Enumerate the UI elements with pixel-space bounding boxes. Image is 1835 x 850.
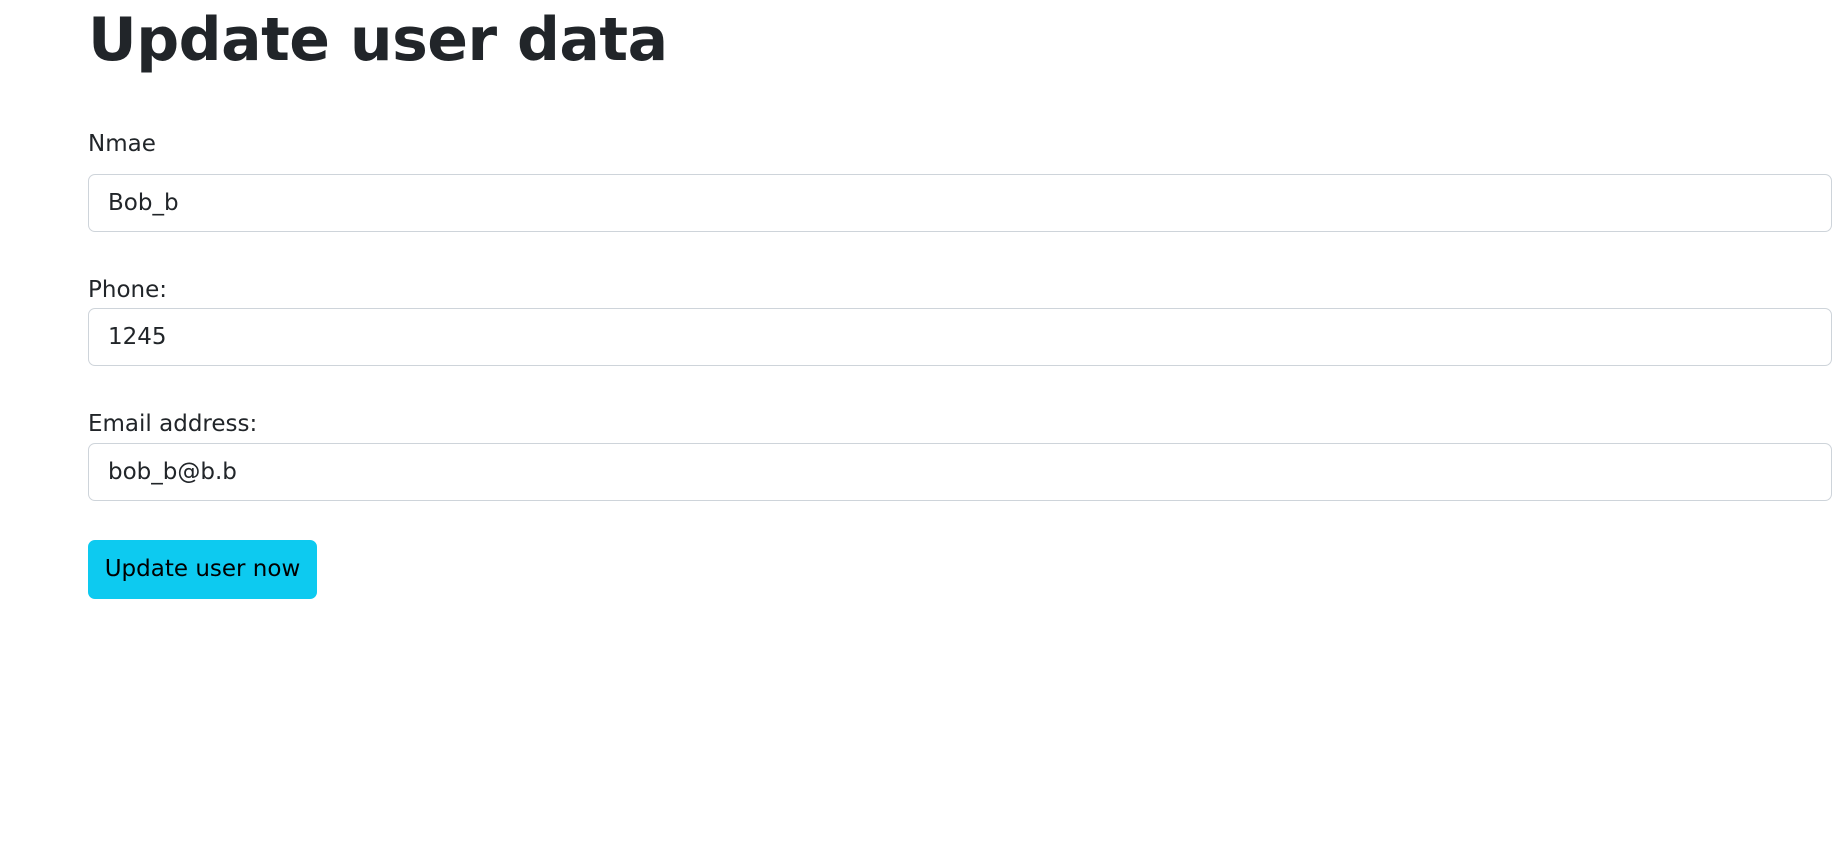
phone-label: Phone: xyxy=(88,277,167,303)
name-input[interactable] xyxy=(88,174,1832,232)
email-label: Email address: xyxy=(88,411,258,437)
update-user-button[interactable]: Update user now xyxy=(88,540,317,599)
email-input[interactable] xyxy=(88,443,1832,501)
update-user-form: Nmae Phone: Email address: Update user n… xyxy=(88,0,1832,850)
name-label: Nmae xyxy=(88,131,156,157)
page-title: Update user data xyxy=(88,5,668,75)
phone-input[interactable] xyxy=(88,308,1832,366)
